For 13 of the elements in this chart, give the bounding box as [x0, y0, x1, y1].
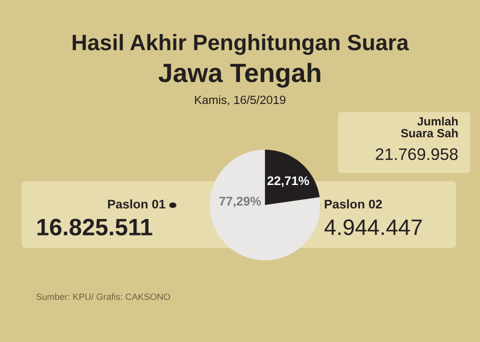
text: 21.769.958 — [376, 148, 458, 160]
data-label: 22,71% — [267, 176, 310, 187]
text: Sumber: KPU/ Grafis: CAKSONO — [36, 293, 170, 300]
data-label: 77,29% — [219, 196, 261, 208]
pie-slice — [210, 150, 320, 260]
text: 16.825.511 — [37, 218, 152, 236]
pie-slice — [264, 150, 320, 206]
chart-subtitle: Kamis, 16/5/2019 — [195, 95, 286, 106]
text: 4.944.447 — [324, 219, 422, 236]
slice-label: Paslon 01 — [108, 199, 166, 209]
chart-title: Hasil Akhir Penghitungan Suara Jawa Tengah — [72, 34, 409, 88]
text: Jumlah Suara Sah — [401, 116, 458, 138]
legend-label: Paslon 02 — [324, 199, 382, 209]
